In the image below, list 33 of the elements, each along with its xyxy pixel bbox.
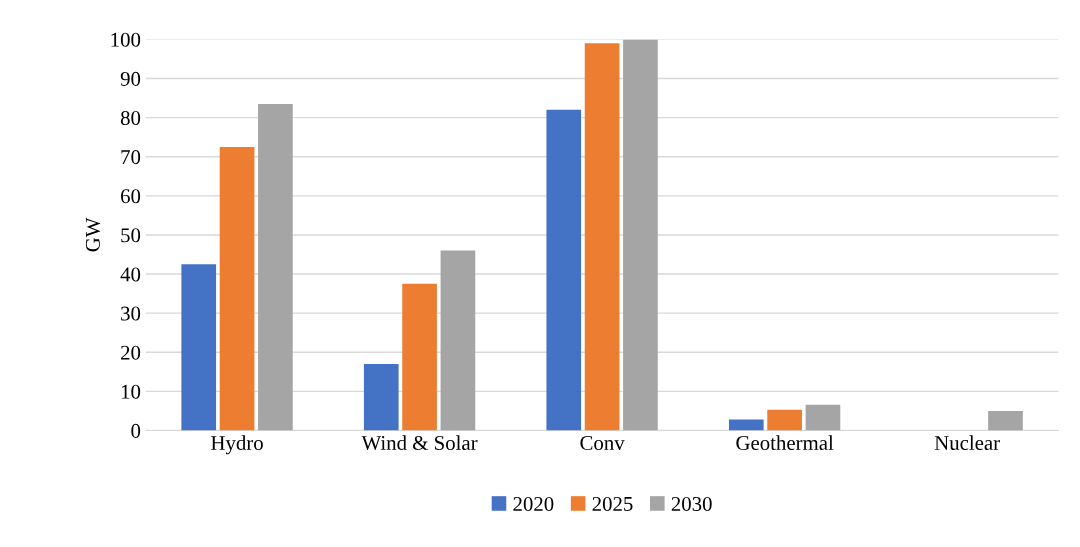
bar bbox=[805, 404, 841, 431]
bar bbox=[767, 409, 802, 431]
y-tick-label: 70 bbox=[121, 150, 141, 165]
legend-label: 2025 bbox=[592, 496, 633, 511]
bar bbox=[363, 364, 399, 431]
bar bbox=[728, 419, 764, 431]
bar bbox=[219, 146, 255, 431]
y-tick-label: 100 bbox=[111, 32, 141, 47]
legend-label: 2020 bbox=[513, 496, 554, 511]
x-tick-label: Conv bbox=[580, 436, 625, 451]
x-tick-label: Wind & Solar bbox=[361, 435, 478, 451]
y-tick-label: 20 bbox=[121, 345, 141, 360]
y-tick-label: 0 bbox=[131, 423, 141, 438]
y-tick-label: 50 bbox=[121, 228, 141, 243]
bar bbox=[402, 283, 437, 431]
y-tick-label: 10 bbox=[121, 384, 141, 399]
bar bbox=[440, 250, 476, 431]
y-tick-label: 30 bbox=[121, 306, 141, 321]
bar bbox=[623, 39, 658, 431]
bar bbox=[988, 410, 1023, 431]
y-axis-title: GW bbox=[85, 217, 101, 252]
x-tick-label: Nuclear bbox=[934, 435, 1000, 451]
bar bbox=[181, 264, 217, 431]
bar bbox=[546, 109, 582, 431]
y-tick-label: 80 bbox=[120, 110, 141, 126]
y-tick-label: 40 bbox=[120, 267, 141, 282]
y-tick-label: 60 bbox=[121, 189, 141, 204]
legend-label: 2030 bbox=[671, 496, 712, 511]
x-tick-label: Hydro bbox=[211, 435, 263, 455]
y-tick-label: 90 bbox=[120, 71, 141, 86]
bar bbox=[258, 103, 293, 431]
x-tick-label: Geothermal bbox=[736, 435, 834, 451]
bar bbox=[584, 43, 620, 431]
